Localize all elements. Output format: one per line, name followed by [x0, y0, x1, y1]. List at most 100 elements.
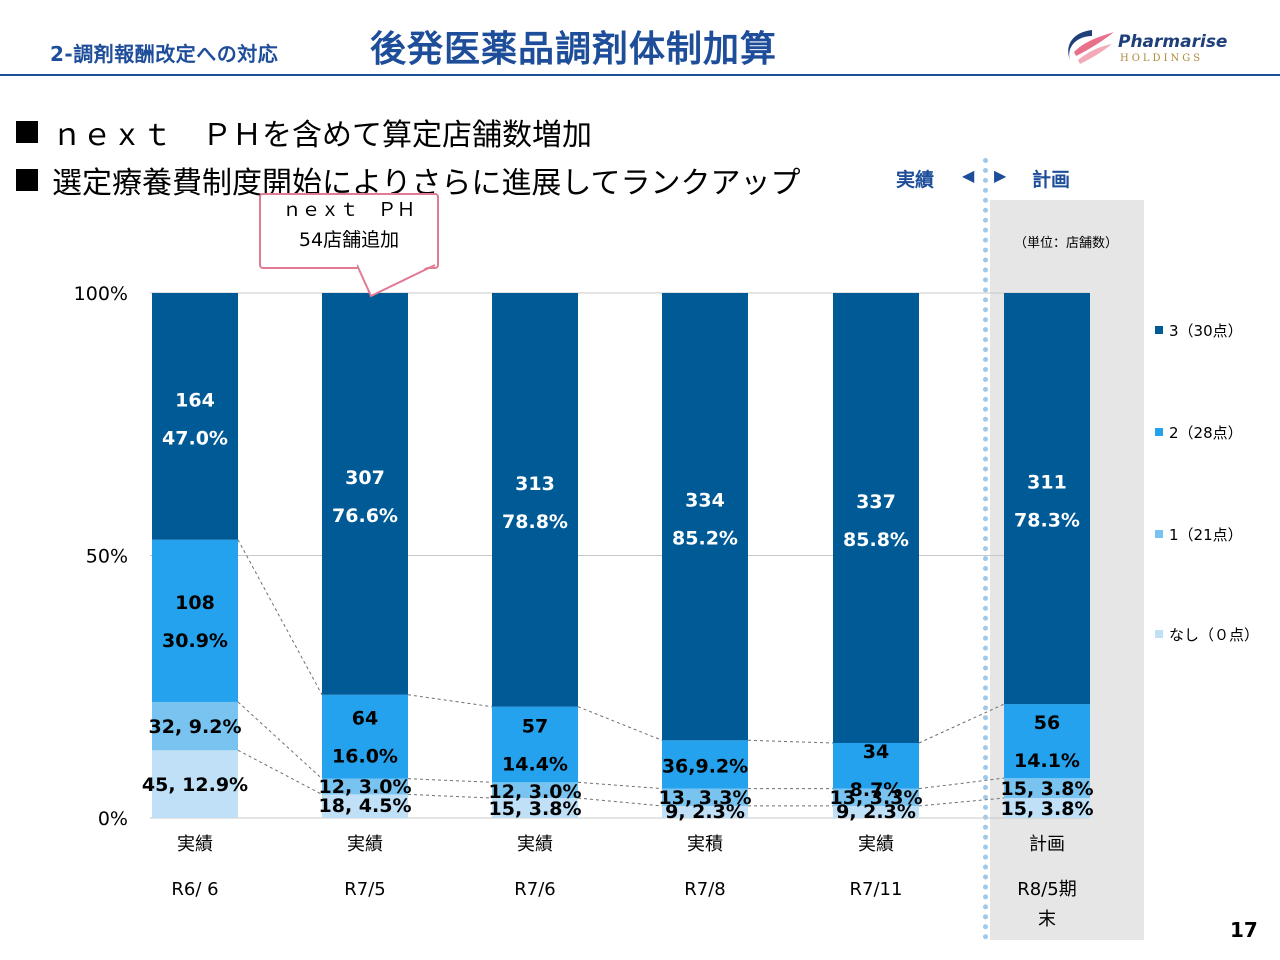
bar-segment: [322, 293, 408, 695]
connector-line: [918, 797, 1005, 807]
bar-segment: [152, 293, 238, 540]
connector-line: [237, 539, 323, 695]
bar-segment: [492, 782, 578, 799]
callout-line1: ｎｅｘｔ ＰＨ: [282, 199, 416, 221]
bar-segment: [1004, 798, 1090, 818]
bar-segment: [152, 701, 238, 751]
x-tick-label: 計画: [1029, 834, 1065, 855]
bar-segment: [662, 788, 748, 806]
bar-segment: [833, 788, 919, 806]
company-logo: Pharmarise HOLDINGS: [1062, 26, 1242, 70]
data-label: 78.3%: [1014, 510, 1080, 532]
x-tick-label: 実績: [858, 834, 894, 855]
bar-segment: [662, 293, 748, 741]
connector-line: [577, 781, 663, 790]
bar-segment: [322, 794, 408, 818]
data-label: 12, 3.0%: [489, 781, 582, 803]
data-label: 78.8%: [502, 511, 568, 533]
connector-line: [747, 739, 834, 744]
data-label: 34: [863, 741, 889, 763]
section-label: 2-調剤報酬改定への対応: [50, 42, 279, 66]
connector-line: [407, 778, 493, 783]
legend-item: 1（21点）: [1155, 524, 1243, 545]
logo-swoosh-icon: [1068, 30, 1114, 64]
legend-swatch: [1155, 428, 1163, 436]
connector-line: [577, 797, 663, 807]
data-label: 9, 2.3%: [836, 801, 916, 823]
data-label: 13, 3.3%: [659, 787, 752, 809]
legend-label: 3（30点）: [1169, 322, 1243, 340]
data-label: 15, 3.8%: [1001, 778, 1094, 800]
data-label: 30.9%: [162, 630, 228, 652]
bar-segment: [152, 539, 238, 702]
bullet-square-icon: [16, 121, 38, 143]
slide-title: 後発医薬品調剤体制加算: [370, 29, 778, 70]
y-tick-label: 50%: [86, 546, 128, 568]
bar-segment: [1004, 293, 1090, 705]
x-tick-label: 実績: [347, 834, 383, 855]
bar-segment: [322, 694, 408, 779]
bar-segment: [833, 743, 919, 789]
arrow-left-icon: ◀: [962, 166, 975, 185]
connector-line: [407, 694, 493, 708]
data-label: 164: [175, 389, 215, 411]
bullet-square-icon: [16, 169, 38, 191]
x-tick-label: R7/6: [514, 879, 555, 900]
data-label: 36,9.2%: [662, 755, 748, 777]
x-tick-label: R6/ 6: [171, 879, 218, 900]
data-label: 76.6%: [332, 505, 398, 527]
data-label: 16.0%: [332, 746, 398, 768]
data-label: 334: [685, 490, 725, 512]
period-plan-label: 計画: [1032, 169, 1071, 191]
callout-line2: 54店舗追加: [298, 229, 400, 251]
data-label: 15, 3.8%: [1001, 798, 1094, 820]
bar-segment: [1004, 704, 1090, 779]
data-label: 14.4%: [502, 754, 568, 776]
connector-line: [237, 749, 323, 795]
bar-segment: [322, 778, 408, 795]
bar-segment: [492, 293, 578, 707]
bar-segment: [492, 798, 578, 818]
data-label: 57: [522, 716, 548, 738]
arrow-right-icon: ▶: [994, 166, 1007, 185]
x-tick-label: R7/11: [850, 879, 903, 900]
unit-note: （単位：店舗数）: [1014, 236, 1119, 251]
data-label: 56: [1034, 712, 1060, 734]
logo-name: Pharmarise: [1118, 32, 1228, 52]
legend-item: 3（30点）: [1155, 320, 1243, 341]
data-label: 85.8%: [843, 529, 909, 551]
x-tick-label: R8/5期: [1017, 879, 1076, 900]
bullet-item: ｎｅｘｔ ＰＨを含めて算定店舗数増加: [16, 110, 592, 154]
legend-swatch: [1155, 530, 1163, 538]
data-label: 45, 12.9%: [142, 774, 248, 796]
bar-segment: [833, 293, 919, 743]
connector-line: [918, 703, 1005, 744]
bar-segment: [1004, 778, 1090, 799]
legend-label: 1（21点）: [1169, 526, 1243, 544]
y-tick-label: 100%: [74, 283, 128, 305]
connector-line: [407, 793, 493, 799]
data-label: 15, 3.8%: [489, 798, 582, 820]
header-rule: [0, 74, 1280, 76]
bar-segment: [662, 805, 748, 818]
data-label: 12, 3.0%: [319, 776, 412, 798]
y-tick-label: 0%: [98, 808, 128, 830]
data-label: 313: [515, 473, 555, 495]
x-tick-label: 実績: [177, 834, 213, 855]
bar-segment: [662, 740, 748, 789]
bar-segment: [833, 805, 919, 818]
x-tick-label: 実績: [517, 834, 553, 855]
data-label: 9, 2.3%: [665, 801, 745, 823]
legend-swatch: [1155, 326, 1163, 334]
connector-line: [918, 777, 1005, 790]
legend-label: なし（０点）: [1169, 626, 1260, 644]
x-tick-label: 実積: [687, 834, 723, 855]
x-tick-label: R7/5: [344, 879, 385, 900]
x-tick-label: 末: [1038, 909, 1056, 930]
legend-item: なし（０点）: [1155, 624, 1259, 645]
data-label: 85.2%: [672, 528, 738, 550]
callout-box: ｎｅｘｔ ＰＨ 54店舗追加: [259, 193, 439, 269]
data-label: 8.7%: [850, 779, 903, 801]
data-label: 47.0%: [162, 427, 228, 449]
